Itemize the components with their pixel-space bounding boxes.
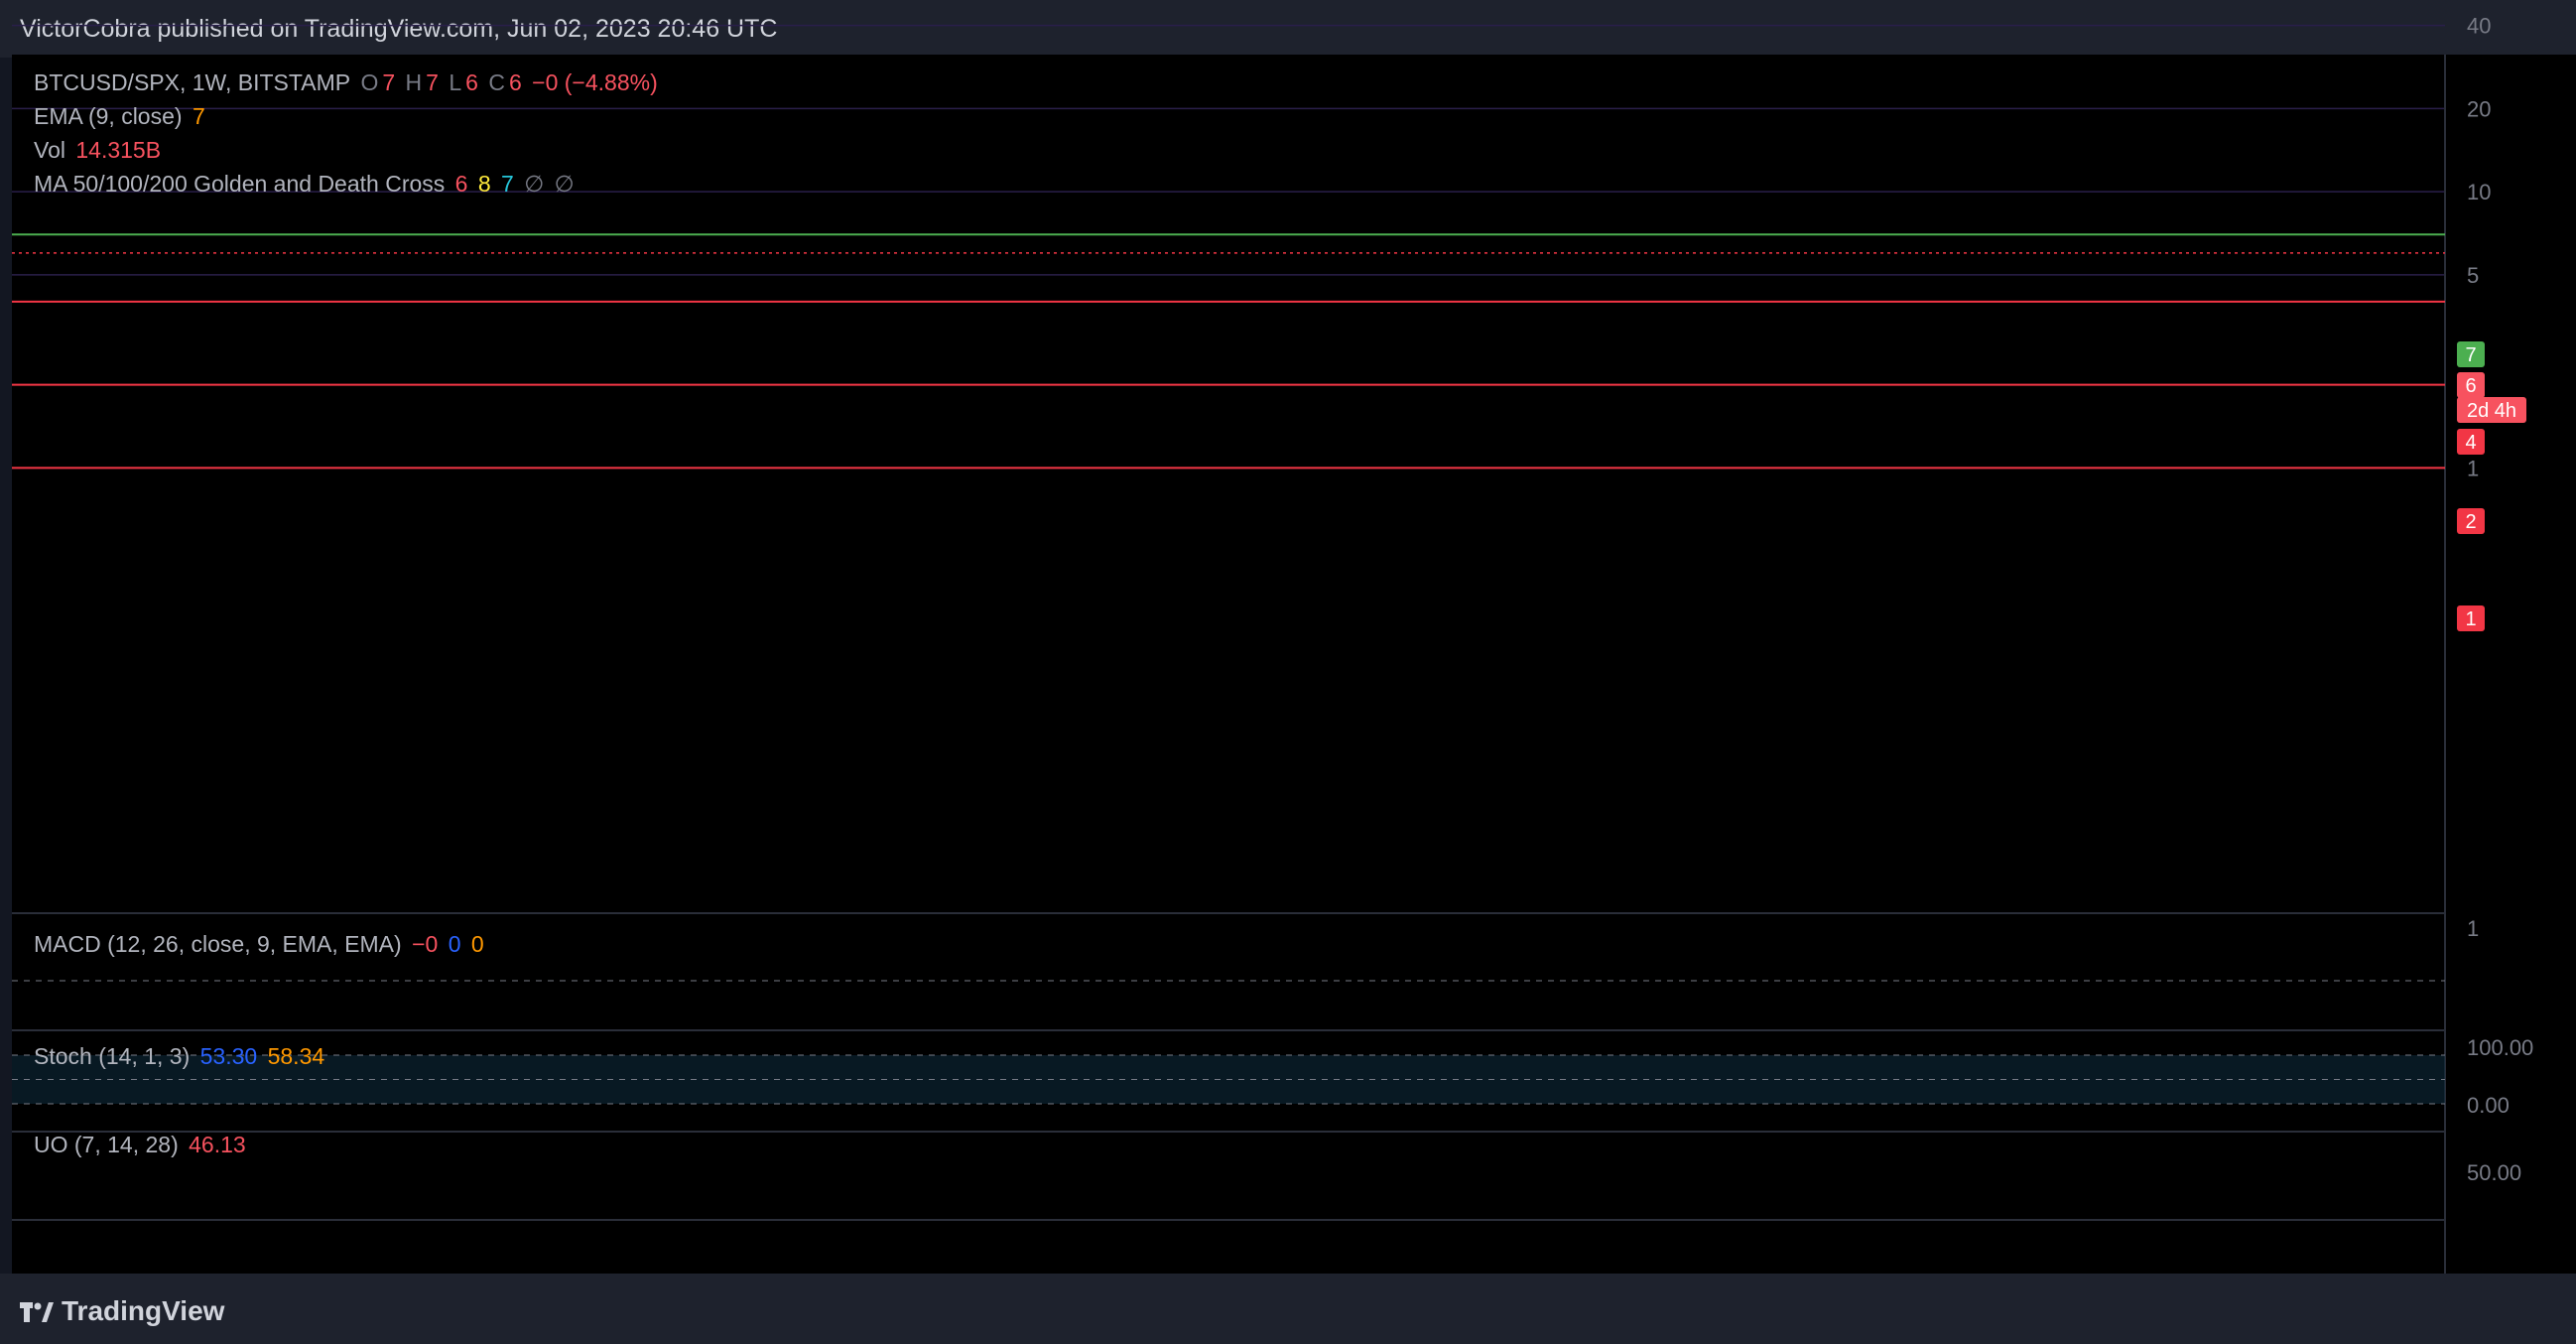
na-value-2: ∅ — [554, 171, 575, 197]
uo-label: UO (7, 14, 28) — [34, 1132, 179, 1157]
macd-label: MACD (12, 26, close, 9, EMA, EMA) — [34, 931, 402, 957]
stoch-d: 58.34 — [267, 1043, 325, 1069]
ma-legend[interactable]: MA 50/100/200 Golden and Death Cross 6 8… — [34, 171, 579, 198]
price-badge-4: 2 — [2465, 511, 2476, 533]
stoch-k: 53.30 — [199, 1043, 258, 1069]
ohlc-o-label: O — [360, 69, 379, 95]
footer-bar — [0, 1274, 2576, 1344]
ohlc-h: 7 — [426, 69, 439, 95]
price-label-20: 20 — [2467, 96, 2491, 121]
price-label-5: 5 — [2467, 263, 2479, 288]
ohlc-c-label: C — [488, 69, 505, 95]
price-badge-bg-2 — [2457, 397, 2526, 423]
stoch-pane — [12, 1054, 2445, 1105]
pane-borders — [12, 55, 2446, 1274]
ema-label: EMA (9, close) — [34, 103, 183, 129]
stoch-label: Stoch (14, 1, 3) — [34, 1043, 191, 1069]
symbol-label: BTCUSD/SPX, 1W, BITSTAMP — [34, 69, 351, 95]
ohlc-o: 7 — [382, 69, 396, 95]
stoch-legend[interactable]: Stoch (14, 1, 3) 53.30 58.34 — [34, 1043, 328, 1070]
ohlc-l: 6 — [465, 69, 478, 95]
ma-label: MA 50/100/200 Golden and Death Cross — [34, 171, 446, 197]
ma100-value: 8 — [477, 171, 491, 197]
publish-text: VictorCobra published on TradingView.com… — [20, 15, 778, 43]
uo-axis-label: 50.00 — [2467, 1160, 2521, 1185]
ohlc-c: 6 — [508, 69, 522, 95]
price-label-10: 10 — [2467, 180, 2491, 204]
price-badge-5: 1 — [2465, 608, 2476, 630]
price-badge-bg-1 — [2457, 372, 2485, 398]
na-value-1: ∅ — [524, 171, 545, 197]
tradingview-logo-icon — [20, 1299, 54, 1323]
macd-pane — [12, 980, 2445, 982]
stoch-axis-top: 100.00 — [2467, 1035, 2533, 1060]
ma50-value: 6 — [454, 171, 468, 197]
ohlc-change: −0 (−4.88%) — [532, 69, 658, 95]
vol-label: Vol — [34, 137, 65, 163]
price-axis[interactable] — [2445, 55, 2576, 1274]
price-badges: 7 6 2d 4h 4 2 1 — [2457, 341, 2526, 631]
price-label-1: 1 — [2467, 456, 2479, 480]
macd-axis-label: 1 — [2467, 916, 2479, 941]
price-badge-bg-5 — [2457, 605, 2485, 631]
vol-value: 14.315B — [75, 137, 162, 163]
horizontal-levels — [12, 233, 2445, 470]
axis-labels: 2014201520162017201820192020202120222023… — [2467, 14, 2533, 1185]
publish-bar: VictorCobra published on TradingView.com… — [0, 0, 2576, 58]
brand-name: TradingView — [62, 1295, 225, 1326]
price-label-40: 40 — [2467, 14, 2491, 39]
macd-legend[interactable]: MACD (12, 26, close, 9, EMA, EMA) −0 0 0 — [34, 931, 488, 958]
price-badge-bg-3 — [2457, 429, 2485, 455]
price-badge-bg-0 — [2457, 341, 2485, 367]
uo-value: 46.13 — [189, 1132, 246, 1157]
macd-v3: 0 — [470, 931, 484, 957]
volume-legend[interactable]: Vol 14.315B — [34, 137, 165, 164]
tradingview-logo[interactable]: TradingView — [20, 1295, 224, 1327]
price-badge-2: 2d 4h — [2467, 400, 2516, 422]
uo-legend[interactable]: UO (7, 14, 28) 46.13 — [34, 1132, 250, 1158]
ema-value: 7 — [192, 103, 205, 129]
price-badge-3: 4 — [2465, 432, 2476, 454]
price-badge-1: 6 — [2465, 375, 2476, 397]
ohlc-h-label: H — [405, 69, 423, 95]
price-badge-0: 7 — [2465, 344, 2476, 366]
macd-v1: −0 — [412, 931, 439, 957]
ma200-value: 7 — [501, 171, 514, 197]
ohlc-l-label: L — [449, 69, 462, 95]
macd-v2: 0 — [448, 931, 461, 957]
ema-legend[interactable]: EMA (9, close) 7 — [34, 103, 209, 130]
stoch-axis-bottom: 0.00 — [2467, 1093, 2510, 1118]
price-badge-bg-4 — [2457, 508, 2485, 534]
